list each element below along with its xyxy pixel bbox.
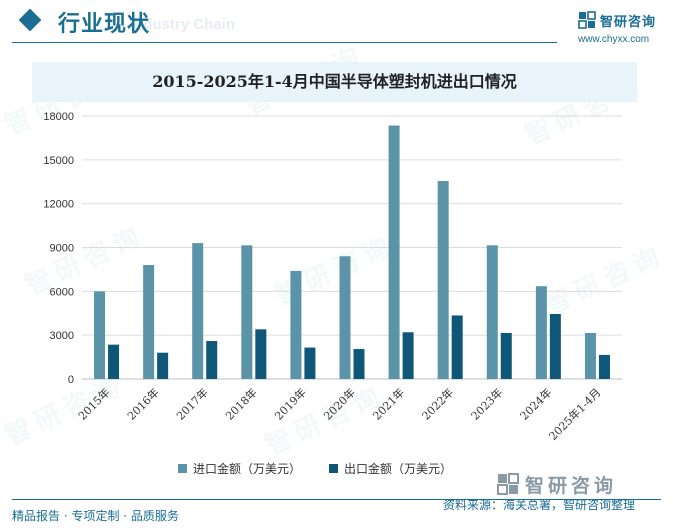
- x-tick-label: 2021年: [370, 385, 407, 422]
- x-tick-label: 2018年: [222, 385, 259, 422]
- bar-export: [598, 354, 610, 379]
- x-tick-label: 2017年: [173, 385, 210, 422]
- bar-export: [500, 332, 512, 379]
- x-tick-label: 2019年: [272, 385, 309, 422]
- footer-logo-text: 智研咨询: [525, 475, 618, 497]
- brand-logo-icon: [578, 11, 596, 29]
- header-divider: [12, 42, 557, 43]
- bar-export: [255, 329, 267, 379]
- bar-import: [584, 332, 596, 379]
- x-tick-label: 2020年: [321, 385, 358, 422]
- y-tick-label: 6000: [50, 286, 74, 298]
- bar-import: [535, 286, 547, 379]
- chart-title-band: [32, 62, 637, 102]
- bar-export: [108, 344, 120, 379]
- header-ghost-text: Industry Chain: [130, 16, 236, 33]
- bar-export: [206, 341, 218, 379]
- legend-item-export: 出口金额（万美元）: [329, 460, 452, 477]
- legend-item-import: 进口金额（万美元）: [178, 460, 301, 477]
- bar-export: [451, 315, 463, 379]
- bar-import: [388, 125, 400, 379]
- y-tick-label: 15000: [43, 155, 74, 167]
- bar-export: [304, 347, 316, 379]
- x-tick-label: 2015年: [75, 385, 112, 422]
- bar-export: [402, 332, 414, 379]
- y-tick-label: 0: [68, 374, 74, 386]
- bar-import: [437, 181, 449, 379]
- footer-slogan: 精品报告 · 专项定制 · 品质服务: [12, 509, 179, 523]
- page-header: Industry Chain 行业现状: [0, 0, 673, 44]
- chart-title: 2015-2025年1-4月中国半导体塑封机进出口情况: [152, 72, 517, 91]
- x-tick-label: 2016年: [124, 385, 161, 422]
- footer-divider: [12, 499, 661, 500]
- brand-name: 智研咨询: [600, 15, 657, 30]
- x-tick-label: 2025年1-4月: [546, 385, 604, 443]
- chart-legend: 进口金额（万美元） 出口金额（万美元）: [178, 459, 480, 477]
- brand-url: www.chyxx.com: [578, 34, 650, 45]
- bar-export: [353, 349, 365, 379]
- bar-import: [192, 243, 204, 379]
- y-tick-label: 12000: [43, 199, 74, 211]
- footer-logo-icon: [497, 473, 519, 495]
- y-tick-label: 9000: [50, 243, 74, 255]
- legend-swatch-export: [329, 463, 339, 473]
- y-tick-label: 18000: [43, 111, 74, 123]
- y-tick-label: 3000: [50, 330, 74, 342]
- footer-logo: 智研咨询: [497, 471, 667, 497]
- x-tick-label: 2022年: [419, 385, 456, 422]
- legend-swatch-import: [178, 463, 187, 473]
- bar-import: [339, 256, 351, 379]
- section-title: 行业现状: [58, 12, 151, 37]
- bar-import: [486, 245, 498, 379]
- bar-export: [157, 352, 169, 379]
- bar-export: [549, 313, 561, 379]
- legend-label-export: 出口金额（万美元）: [344, 461, 453, 476]
- legend-label-import: 进口金额（万美元）: [193, 461, 302, 476]
- bar-import: [143, 265, 155, 379]
- bar-import: [290, 270, 302, 379]
- x-tick-label: 2024年: [517, 385, 554, 422]
- bar-import: [94, 291, 106, 379]
- bar-import: [241, 245, 253, 379]
- x-tick-label: 2023年: [468, 385, 505, 422]
- footer-source: 资料来源：海关总署，智研咨询整理: [443, 498, 636, 512]
- brand-logo: 智研咨询: [578, 10, 664, 30]
